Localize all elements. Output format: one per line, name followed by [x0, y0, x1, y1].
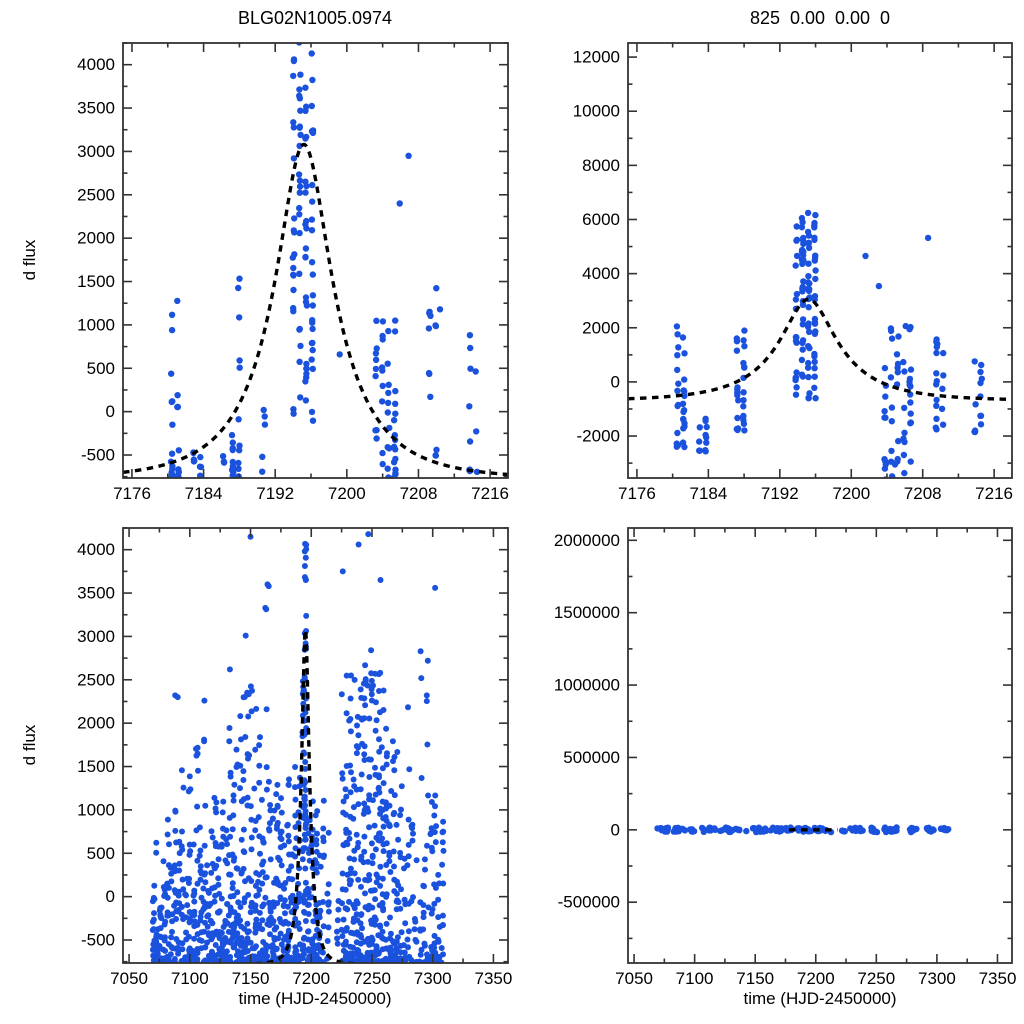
- svg-text:4000: 4000: [77, 55, 115, 74]
- svg-text:1000000: 1000000: [554, 676, 620, 695]
- bottom-left-scatter-points: [149, 531, 447, 963]
- svg-text:2000000: 2000000: [554, 531, 620, 550]
- svg-text:7208: 7208: [400, 484, 438, 503]
- svg-text:7250: 7250: [353, 969, 391, 988]
- svg-text:3000: 3000: [77, 142, 115, 161]
- svg-text:3500: 3500: [77, 584, 115, 603]
- svg-text:7200: 7200: [292, 969, 330, 988]
- svg-text:1500000: 1500000: [554, 603, 620, 622]
- svg-text:7208: 7208: [904, 484, 942, 503]
- svg-text:7192: 7192: [761, 484, 799, 503]
- svg-text:2500: 2500: [77, 185, 115, 204]
- svg-text:7200: 7200: [797, 969, 835, 988]
- svg-text:7192: 7192: [256, 484, 294, 503]
- top-left-tick-labels: 7176 7184 7192 7200 7208 7216 -500 0 500 1000 1500…: [77, 55, 509, 503]
- panel-bottom-right: 7050 7100 7150 7200 7250 7300 7350 -500000 0 5000…: [554, 527, 1017, 988]
- top-left-scatter-points: [167, 43, 481, 478]
- svg-text:500: 500: [87, 359, 115, 378]
- svg-text:1500: 1500: [77, 757, 115, 776]
- svg-text:7200: 7200: [832, 484, 870, 503]
- svg-text:7200: 7200: [328, 484, 366, 503]
- svg-text:500000: 500000: [563, 748, 620, 767]
- svg-text:7100: 7100: [676, 969, 714, 988]
- svg-text:7216: 7216: [975, 484, 1013, 503]
- svg-text:8000: 8000: [582, 156, 620, 175]
- top-left-model-curve: [123, 142, 508, 477]
- svg-text:7100: 7100: [171, 969, 209, 988]
- svg-text:6000: 6000: [582, 210, 620, 229]
- x-axis-label-bottom-right: time (HJD-2450000): [743, 989, 897, 1008]
- svg-text:7350: 7350: [979, 969, 1017, 988]
- svg-text:2000: 2000: [77, 229, 115, 248]
- svg-text:7300: 7300: [414, 969, 452, 988]
- y-axis-label-top-left: d flux: [20, 239, 39, 281]
- svg-text:7250: 7250: [857, 969, 895, 988]
- svg-text:-500: -500: [81, 446, 115, 465]
- x-axis-label-bottom-left: time (HJD-2450000): [238, 989, 392, 1008]
- svg-text:0: 0: [106, 887, 115, 906]
- bottom-left-axes: [122, 527, 509, 964]
- panel-bottom-left: 7050 7100 7150 7200 7250 7300 7350 -500 0 500 1000…: [77, 527, 512, 988]
- svg-text:7184: 7184: [185, 484, 223, 503]
- top-right-scatter-points: [673, 43, 985, 478]
- svg-text:7216: 7216: [471, 484, 509, 503]
- svg-text:1500: 1500: [77, 272, 115, 291]
- svg-text:10000: 10000: [573, 102, 620, 121]
- svg-text:0: 0: [611, 820, 620, 839]
- svg-text:7150: 7150: [736, 969, 774, 988]
- svg-text:2500: 2500: [77, 670, 115, 689]
- svg-text:1000: 1000: [77, 800, 115, 819]
- bottom-right-scatter-points: [654, 824, 952, 836]
- svg-text:7176: 7176: [618, 484, 656, 503]
- svg-text:7050: 7050: [615, 969, 653, 988]
- svg-text:-500000: -500000: [558, 893, 620, 912]
- top-right-axes: [627, 42, 1013, 479]
- svg-text:2000: 2000: [582, 318, 620, 337]
- top-right-model-curve: [628, 297, 1012, 402]
- top-right-tick-labels: 7176 7184 7192 7200 7208 7216 -2000 0 2000 4000 60…: [573, 48, 1013, 503]
- svg-text:7300: 7300: [918, 969, 956, 988]
- svg-text:7176: 7176: [113, 484, 151, 503]
- svg-text:7050: 7050: [110, 969, 148, 988]
- svg-text:0: 0: [106, 402, 115, 421]
- bottom-right-axes: [627, 527, 1013, 964]
- svg-text:4000: 4000: [77, 540, 115, 559]
- top-left-axes: [122, 42, 509, 479]
- svg-text:3500: 3500: [77, 99, 115, 118]
- panel-title-right: 825 0.00 0.00 0: [749, 8, 891, 28]
- panel-top-left: 7176 7184 7192 7200 7208 7216 -500 0 500 1000 1500…: [77, 42, 509, 503]
- bottom-left-tick-labels: 7050 7100 7150 7200 7250 7300 7350 -500 0 500 1000…: [77, 540, 512, 988]
- y-axis-label-bottom-left: d flux: [20, 724, 39, 766]
- svg-text:-2000: -2000: [577, 427, 620, 446]
- svg-text:500: 500: [87, 844, 115, 863]
- svg-text:7150: 7150: [232, 969, 270, 988]
- svg-text:12000: 12000: [573, 48, 620, 67]
- svg-text:3000: 3000: [77, 627, 115, 646]
- svg-text:7184: 7184: [689, 484, 727, 503]
- svg-text:4000: 4000: [582, 264, 620, 283]
- svg-text:-500: -500: [81, 931, 115, 950]
- svg-text:7350: 7350: [474, 969, 512, 988]
- svg-text:0: 0: [611, 372, 620, 391]
- panel-top-right: 7176 7184 7192 7200 7208 7216 -2000 0 2000 4000 60…: [573, 42, 1013, 503]
- panel-title-left: BLG02N1005.0974: [237, 8, 393, 28]
- svg-text:1000: 1000: [77, 315, 115, 334]
- bottom-right-tick-labels: 7050 7100 7150 7200 7250 7300 7350 -500000 0 5000…: [554, 531, 1017, 988]
- svg-text:2000: 2000: [77, 714, 115, 733]
